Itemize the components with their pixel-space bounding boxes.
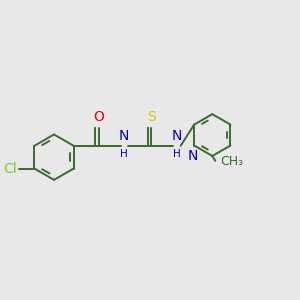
Text: S: S bbox=[147, 110, 156, 124]
Text: Cl: Cl bbox=[3, 161, 16, 176]
Text: O: O bbox=[93, 110, 104, 124]
Text: H: H bbox=[120, 149, 128, 159]
Text: N: N bbox=[119, 129, 129, 143]
Text: CH₃: CH₃ bbox=[220, 155, 243, 169]
Text: N: N bbox=[171, 129, 182, 143]
Text: H: H bbox=[172, 149, 180, 159]
Text: N: N bbox=[188, 148, 198, 163]
